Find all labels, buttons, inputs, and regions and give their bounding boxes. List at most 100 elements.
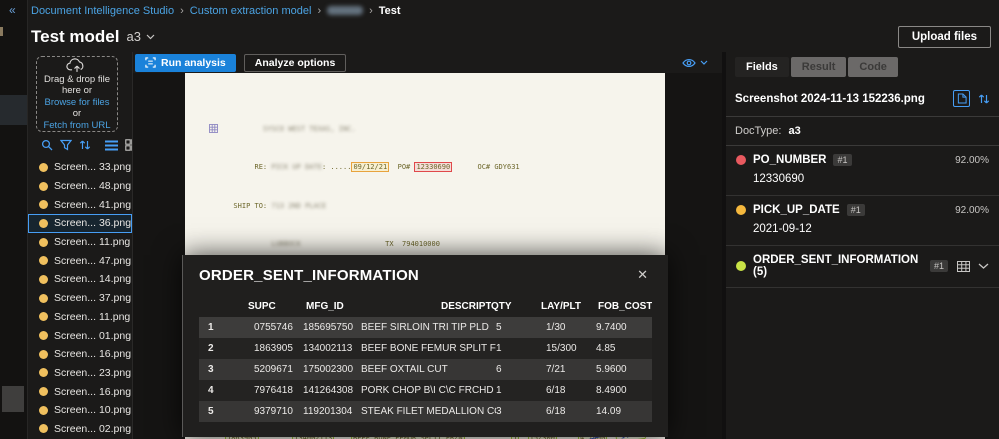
model-dropdown-chevron-icon[interactable] bbox=[146, 34, 155, 40]
file-list-item[interactable]: Screen... 48.png bbox=[28, 177, 132, 196]
file-status-dot bbox=[39, 162, 48, 172]
file-status-dot bbox=[39, 200, 48, 210]
file-status-dot bbox=[39, 237, 48, 247]
table-row[interactable]: 1 0755746 185695750 BEEF SIRLOIN TRI TIP… bbox=[199, 317, 652, 338]
file-list-item[interactable]: Screen... 33.png bbox=[28, 158, 132, 177]
visibility-options-button[interactable] bbox=[682, 58, 708, 68]
breadcrumb-item: Custom extraction model › bbox=[190, 5, 327, 17]
sort-fields-icon[interactable] bbox=[978, 93, 990, 105]
file-name-label: Screen... 10.png bbox=[54, 404, 132, 417]
chevron-down-icon[interactable] bbox=[978, 263, 989, 269]
breadcrumb-link[interactable]: Custom extraction model bbox=[189, 4, 312, 17]
table-header-cell: MFG_ID bbox=[306, 300, 344, 312]
field-color-dot bbox=[736, 261, 746, 271]
file-name-label: Screen... 02.png bbox=[54, 422, 132, 435]
open-file-icon[interactable] bbox=[953, 90, 970, 107]
file-list-item[interactable]: Screen... 23.png bbox=[28, 364, 132, 383]
doctype-value: a3 bbox=[788, 125, 801, 137]
field-occurrence-badge: #1 bbox=[833, 154, 852, 166]
breadcrumb-item: › bbox=[327, 5, 379, 17]
table-row[interactable]: 4 7976418 141264308 PORK CHOP B\I C\C FR… bbox=[199, 380, 652, 401]
field-occurrence-badge: #1 bbox=[929, 260, 948, 272]
page-title: Test model bbox=[31, 26, 120, 46]
field-confidence: 92.00% bbox=[955, 154, 989, 166]
mfg-id-cell: 175002300 bbox=[303, 364, 354, 375]
file-list-item[interactable]: Screen... 10.png bbox=[28, 401, 132, 420]
nav-rail-active-item[interactable] bbox=[0, 95, 27, 125]
file-list-item[interactable]: Screen... 11.png bbox=[28, 308, 132, 327]
panel-tab[interactable]: Code bbox=[848, 57, 898, 77]
upload-files-button[interactable]: Upload files bbox=[897, 25, 991, 48]
file-list-item[interactable]: Screen... 16.png bbox=[28, 382, 132, 401]
lay-plt-cell: 6/18 bbox=[546, 385, 566, 396]
fob-cost-cell: 8.4900 bbox=[596, 385, 627, 396]
row-index-cell: 1 bbox=[208, 322, 214, 333]
panel-tab[interactable]: Result bbox=[790, 57, 847, 77]
nav-rail-scroll-thumb[interactable] bbox=[2, 386, 24, 412]
table-header-cell: DESCRIPTION bbox=[441, 300, 491, 312]
document-viewer: Run analysis Analyze options bbox=[132, 52, 722, 439]
analyze-options-button[interactable]: Analyze options bbox=[243, 53, 347, 72]
file-status-dot bbox=[39, 387, 48, 397]
supc-cell: 7976418 bbox=[254, 385, 293, 396]
filter-icon[interactable] bbox=[60, 139, 72, 151]
file-list-item[interactable]: Screen... 02.png bbox=[28, 420, 132, 439]
breadcrumb-link[interactable]: Document Intelligence Studio bbox=[31, 4, 175, 17]
file-list-item[interactable]: Screen... 36.png bbox=[28, 214, 132, 233]
field-row: PO_NUMBER #1 92.00% bbox=[736, 154, 989, 166]
file-actions bbox=[953, 90, 990, 107]
doctype-row: DocType: a3 bbox=[726, 116, 999, 146]
field-item[interactable]: PO_NUMBER #1 92.00% 12330690 bbox=[726, 146, 999, 196]
field-color-dot bbox=[736, 205, 746, 215]
list-view-icon[interactable] bbox=[105, 140, 118, 151]
panel-tabs: Fields Result Code bbox=[726, 52, 999, 83]
table-icon[interactable] bbox=[957, 260, 970, 272]
breadcrumb-item: Document Intelligence Studio › bbox=[31, 5, 190, 17]
breadcrumb-link[interactable] bbox=[327, 6, 364, 15]
file-list-item[interactable]: Screen... 47.png bbox=[28, 251, 132, 270]
detected-table-icon[interactable] bbox=[209, 124, 218, 133]
file-sidebar: Drag & drop file here or Browse for file… bbox=[28, 52, 137, 439]
supc-cell: 9379710 bbox=[254, 406, 293, 417]
field-item[interactable]: ORDER_SENT_INFORMATION (5) #1 bbox=[726, 246, 999, 288]
file-list-item[interactable]: Screen... 37.png bbox=[28, 289, 132, 308]
file-list-item[interactable]: Screen... 01.png bbox=[28, 326, 132, 345]
run-analysis-button[interactable]: Run analysis bbox=[135, 53, 236, 72]
file-list-item[interactable]: Screen... 16.png bbox=[28, 345, 132, 364]
breadcrumb-separator: › bbox=[369, 4, 373, 17]
file-name-label: Screen... 11.png bbox=[54, 310, 131, 323]
doctype-label: DocType: bbox=[735, 125, 782, 137]
lay-plt-cell: 1/30 bbox=[546, 322, 566, 333]
field-item[interactable]: PICK_UP_DATE #1 92.00% 2021-09-12 bbox=[726, 196, 999, 246]
close-icon[interactable]: ✕ bbox=[637, 267, 648, 282]
file-name-label: Screen... 41.png bbox=[54, 198, 132, 211]
file-dropzone[interactable]: Drag & drop file here or Browse for file… bbox=[36, 56, 118, 132]
row-index-cell: 2 bbox=[208, 343, 214, 354]
panel-tab[interactable]: Fields bbox=[735, 57, 789, 77]
table-row[interactable]: 3 5209671 175002300 BEEF OXTAIL CUT 6 7/… bbox=[199, 359, 652, 380]
collapse-nav-button[interactable]: « bbox=[9, 3, 16, 17]
field-confidence: 92.00% bbox=[955, 204, 989, 216]
cloud-upload-icon bbox=[66, 58, 84, 72]
field-name: ORDER_SENT_INFORMATION (5) bbox=[753, 254, 919, 278]
browse-for-files-link[interactable]: Browse for files bbox=[44, 96, 110, 108]
mfg-id-cell: 134002113 bbox=[303, 343, 353, 354]
file-list-item[interactable]: Screen... 14.png bbox=[28, 270, 132, 289]
sort-icon[interactable] bbox=[79, 139, 91, 151]
table-row[interactable]: 5 9379710 119201304 STEAK FILET MEDALLIO… bbox=[199, 401, 652, 422]
fob-cost-cell: 5.9600 bbox=[596, 364, 627, 375]
file-list-item[interactable]: Screen... 41.png bbox=[28, 195, 132, 214]
fob-cost-cell: 4.85 bbox=[596, 343, 616, 354]
table-row[interactable]: 2 1863905 134002113 BEEF BONE FEMUR SPLI… bbox=[199, 338, 652, 359]
breadcrumb-item: Test bbox=[379, 5, 413, 17]
description-cell: BEEF SIRLOIN TRI TIP PLD bbox=[361, 322, 489, 333]
search-icon[interactable] bbox=[41, 139, 53, 151]
table-header-cell: SUPC bbox=[248, 300, 276, 312]
fetch-from-url-link[interactable]: Fetch from URL bbox=[43, 119, 111, 131]
eye-icon bbox=[682, 58, 696, 67]
field-row: ORDER_SENT_INFORMATION (5) #1 bbox=[736, 254, 989, 278]
breadcrumb-link[interactable]: Test bbox=[378, 4, 401, 17]
file-list-item[interactable]: Screen... 11.png bbox=[28, 233, 132, 252]
breadcrumb: Document Intelligence Studio › Custom ex… bbox=[28, 0, 999, 21]
